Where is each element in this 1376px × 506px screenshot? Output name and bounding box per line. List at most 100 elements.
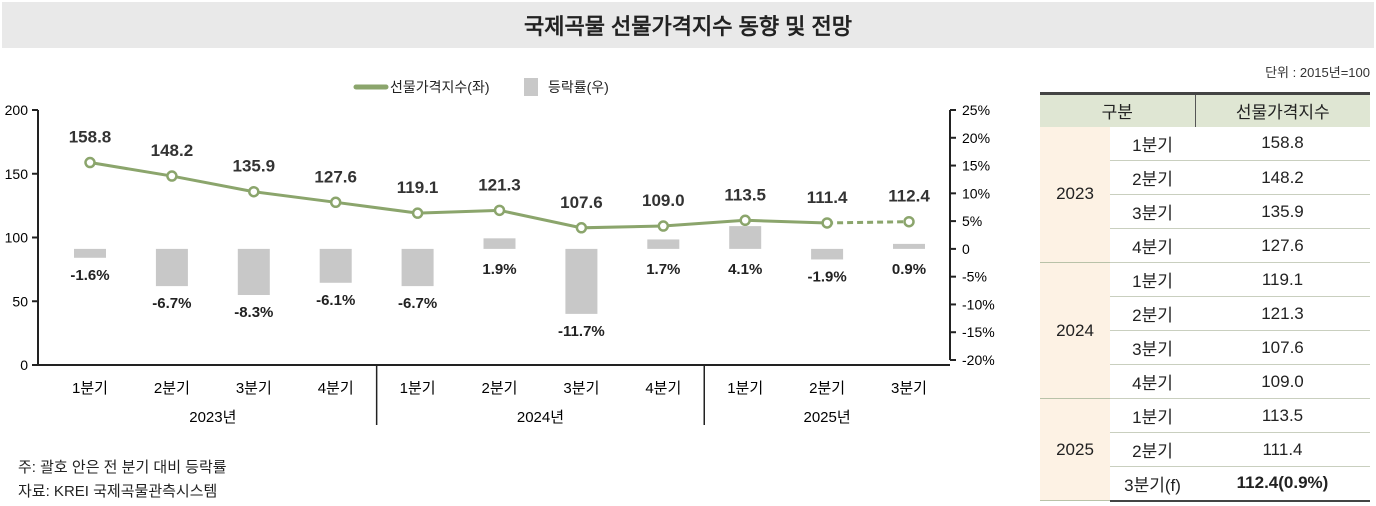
bar-label: -6.7% [398, 295, 437, 312]
point-label: 112.4 [888, 187, 930, 206]
value-cell: 113.5 [1195, 398, 1370, 433]
table-row: 2023 1분기 158.8 [1040, 126, 1370, 263]
bar-label: -6.1% [316, 292, 355, 309]
bar [565, 248, 598, 314]
right-tick-label: -15% [962, 324, 995, 340]
quarter-cell: 4분기 [1110, 228, 1195, 263]
table-row: 3분기(f) 112.4(0.9%) [1040, 466, 1370, 502]
category-label: 3분기 [236, 380, 272, 397]
table-row: 3분기 135.9 [1040, 194, 1370, 229]
bar-label: -1.6% [70, 267, 109, 284]
notes: 주: 괄호 안은 전 분기 대비 등락률 자료: KREI 국제곡물관측시스템 [18, 456, 227, 504]
right-tick-label: -5% [962, 269, 987, 285]
value-cell: 148.2 [1195, 160, 1370, 195]
chart: 선물가격지수(좌) 등락률(우) 0 50 100 150 200 25% 20% 15% 10% 5… [5, 78, 995, 426]
value-cell: 119.1 [1195, 262, 1370, 297]
bar [647, 239, 680, 249]
point-label: 148.2 [151, 141, 194, 160]
data-point [657, 220, 670, 232]
category-label: 2분기 [809, 380, 845, 397]
data-point [821, 217, 833, 229]
quarter-cell: 4분기 [1110, 364, 1195, 399]
legend-label-bar: 등락률(우) [548, 79, 609, 95]
bar [74, 248, 106, 258]
bar [729, 226, 762, 249]
bar-label: 1.7% [646, 261, 680, 278]
quarter-cell: 3분기(f) [1110, 466, 1195, 502]
data-point [329, 196, 342, 209]
table-row: 2025 1분기 113.5 [1040, 398, 1370, 501]
bar-label: -6.7% [152, 295, 191, 312]
category-label: 2분기 [482, 380, 518, 397]
data-point [248, 185, 260, 198]
category-label: 4분기 [645, 380, 681, 397]
left-tick-label: 50 [12, 293, 28, 309]
data-point [903, 215, 915, 228]
note: 주: 괄호 안은 전 분기 대비 등락률 [18, 459, 227, 476]
point-label: 109.0 [642, 191, 685, 210]
value-cell: 112.4(0.9%) [1195, 466, 1370, 502]
right-tick-label: 0 [962, 241, 970, 257]
quarter-cell: 2분기 [1110, 160, 1195, 195]
right-tick-label: 10% [962, 185, 990, 201]
data-point [84, 156, 96, 169]
quarter-cell: 3분기 [1110, 330, 1195, 365]
year-cell: 2023 [1040, 126, 1110, 263]
left-tick-label: 200 [5, 102, 29, 118]
quarter-cell: 2분기 [1110, 296, 1195, 331]
value-cell: 107.6 [1195, 330, 1370, 365]
year-cell: 2025 [1040, 398, 1110, 501]
category-label: 1분기 [72, 380, 108, 397]
data-point [411, 207, 424, 219]
bar [483, 238, 516, 249]
table-row: 3분기 107.6 [1040, 330, 1370, 365]
bar [401, 248, 434, 287]
bar-label: -11.7% [558, 323, 605, 340]
value-cell: 109.0 [1195, 364, 1370, 399]
value-cell: 127.6 [1195, 228, 1370, 263]
bar [893, 243, 925, 249]
left-tick-label: 100 [5, 230, 29, 246]
quarter-cell: 1분기 [1110, 126, 1195, 161]
right-tick-label: -20% [962, 352, 995, 368]
table-row: 2분기 121.3 [1040, 296, 1370, 331]
quarter-cell: 3분기 [1110, 194, 1195, 229]
data-point [575, 222, 588, 234]
quarter-cell: 1분기 [1110, 262, 1195, 297]
bar [811, 248, 844, 260]
left-tick-label: 0 [20, 357, 28, 373]
right-tick-label: 5% [962, 213, 982, 229]
category-label: 1분기 [727, 380, 763, 397]
category-label: 1분기 [400, 380, 436, 397]
point-label: 119.1 [397, 178, 439, 197]
category-label: 3분기 [563, 380, 599, 397]
bar [155, 248, 188, 287]
data-table: 구분 선물가격지수 2023 1분기 158.8 2분기 148.2 3분기 135.9 4분… [1040, 92, 1370, 502]
point-label: 127.6 [314, 167, 357, 186]
point-label: 135.9 [233, 157, 276, 176]
table-row: 4분기 109.0 [1040, 364, 1370, 399]
right-tick-label: 15% [962, 158, 990, 174]
group-label: 2025년 [804, 409, 851, 426]
table-row: 4분기 127.6 [1040, 228, 1370, 263]
bar [237, 248, 270, 295]
legend-label-line: 선물가격지수(좌) [390, 79, 489, 95]
point-label: 158.8 [69, 128, 112, 147]
data-point [493, 204, 506, 217]
bar-label: 0.9% [892, 261, 926, 278]
source: 자료: KREI 국제곡물관측시스템 [18, 483, 218, 500]
left-tick-label: 150 [5, 166, 29, 182]
quarter-cell: 2분기 [1110, 432, 1195, 467]
point-label: 113.5 [724, 185, 766, 204]
value-cell: 158.8 [1195, 126, 1370, 161]
category-label: 2분기 [154, 380, 190, 397]
header-category: 구분 [1040, 92, 1196, 127]
page-title: 국제곡물 선물가격지수 동향 및 전망 [2, 2, 1374, 48]
group-label: 2024년 [517, 409, 564, 426]
legend-bar-swatch [524, 78, 538, 96]
right-tick-label: 25% [962, 102, 990, 118]
quarter-cell: 1분기 [1110, 398, 1195, 433]
group-label: 2023년 [189, 409, 236, 426]
index-line [89, 161, 828, 230]
point-label: 121.3 [478, 175, 521, 194]
